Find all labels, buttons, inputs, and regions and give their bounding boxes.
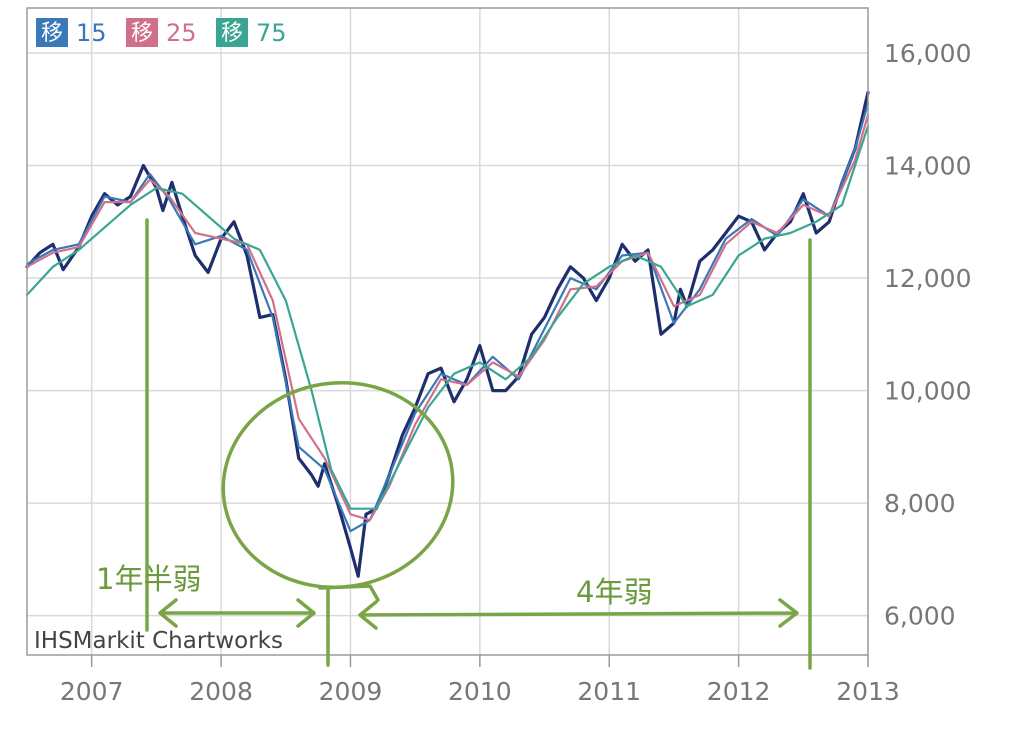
y-tick-label: 16,000: [884, 39, 971, 68]
legend-badge-text: 移: [41, 21, 63, 46]
label-left-span: 1年半弱: [96, 562, 201, 596]
series-line-25: [25, 113, 870, 522]
x-tick-label: 2007: [60, 677, 124, 706]
series-line-75: [25, 124, 870, 510]
series-line-15: [25, 102, 870, 533]
x-tick-label: 2011: [577, 677, 641, 706]
y-tick-label: 6,000: [884, 602, 956, 631]
plot-frame: [26, 7, 869, 656]
y-tick-label: 10,000: [884, 377, 971, 406]
legend-value: 75: [256, 19, 287, 47]
label-right-span: 4年弱: [576, 575, 652, 609]
arrow-right-span: [358, 598, 799, 630]
x-tick-label: 2010: [448, 677, 512, 706]
legend-badge: [36, 18, 68, 47]
x-tick-label: 2009: [319, 677, 383, 706]
y-axis: 6,000 8,000 10,000 12,000 14,000 16,000: [884, 39, 971, 631]
annotations: [145, 218, 812, 670]
legend-badge: [216, 18, 248, 47]
legend: 移 15 移 25 移 75: [36, 18, 287, 47]
y-tick-label: 14,000: [884, 152, 971, 181]
chart-credit: IHSMarkit Chartworks: [34, 628, 283, 654]
legend-value: 15: [76, 19, 107, 47]
y-tick-label: 12,000: [884, 264, 971, 293]
plot-border: [26, 7, 869, 656]
y-tick-label: 8,000: [884, 489, 956, 518]
connector-bracket: [318, 584, 380, 602]
series-lines: [25, 90, 870, 578]
x-tick-label: 2012: [707, 677, 771, 706]
legend-badge-text: 移: [221, 21, 243, 46]
x-tick-label: 2008: [189, 677, 253, 706]
x-axis: 2007 2008 2009 2010 2011 2012 2013: [60, 655, 900, 706]
grid: [27, 8, 868, 655]
x-tick-label: 2013: [836, 677, 900, 706]
arrow-left-span: [158, 598, 316, 628]
legend-value: 25: [166, 19, 197, 47]
legend-badge-text: 移: [131, 21, 153, 46]
legend-badge: [126, 18, 158, 47]
